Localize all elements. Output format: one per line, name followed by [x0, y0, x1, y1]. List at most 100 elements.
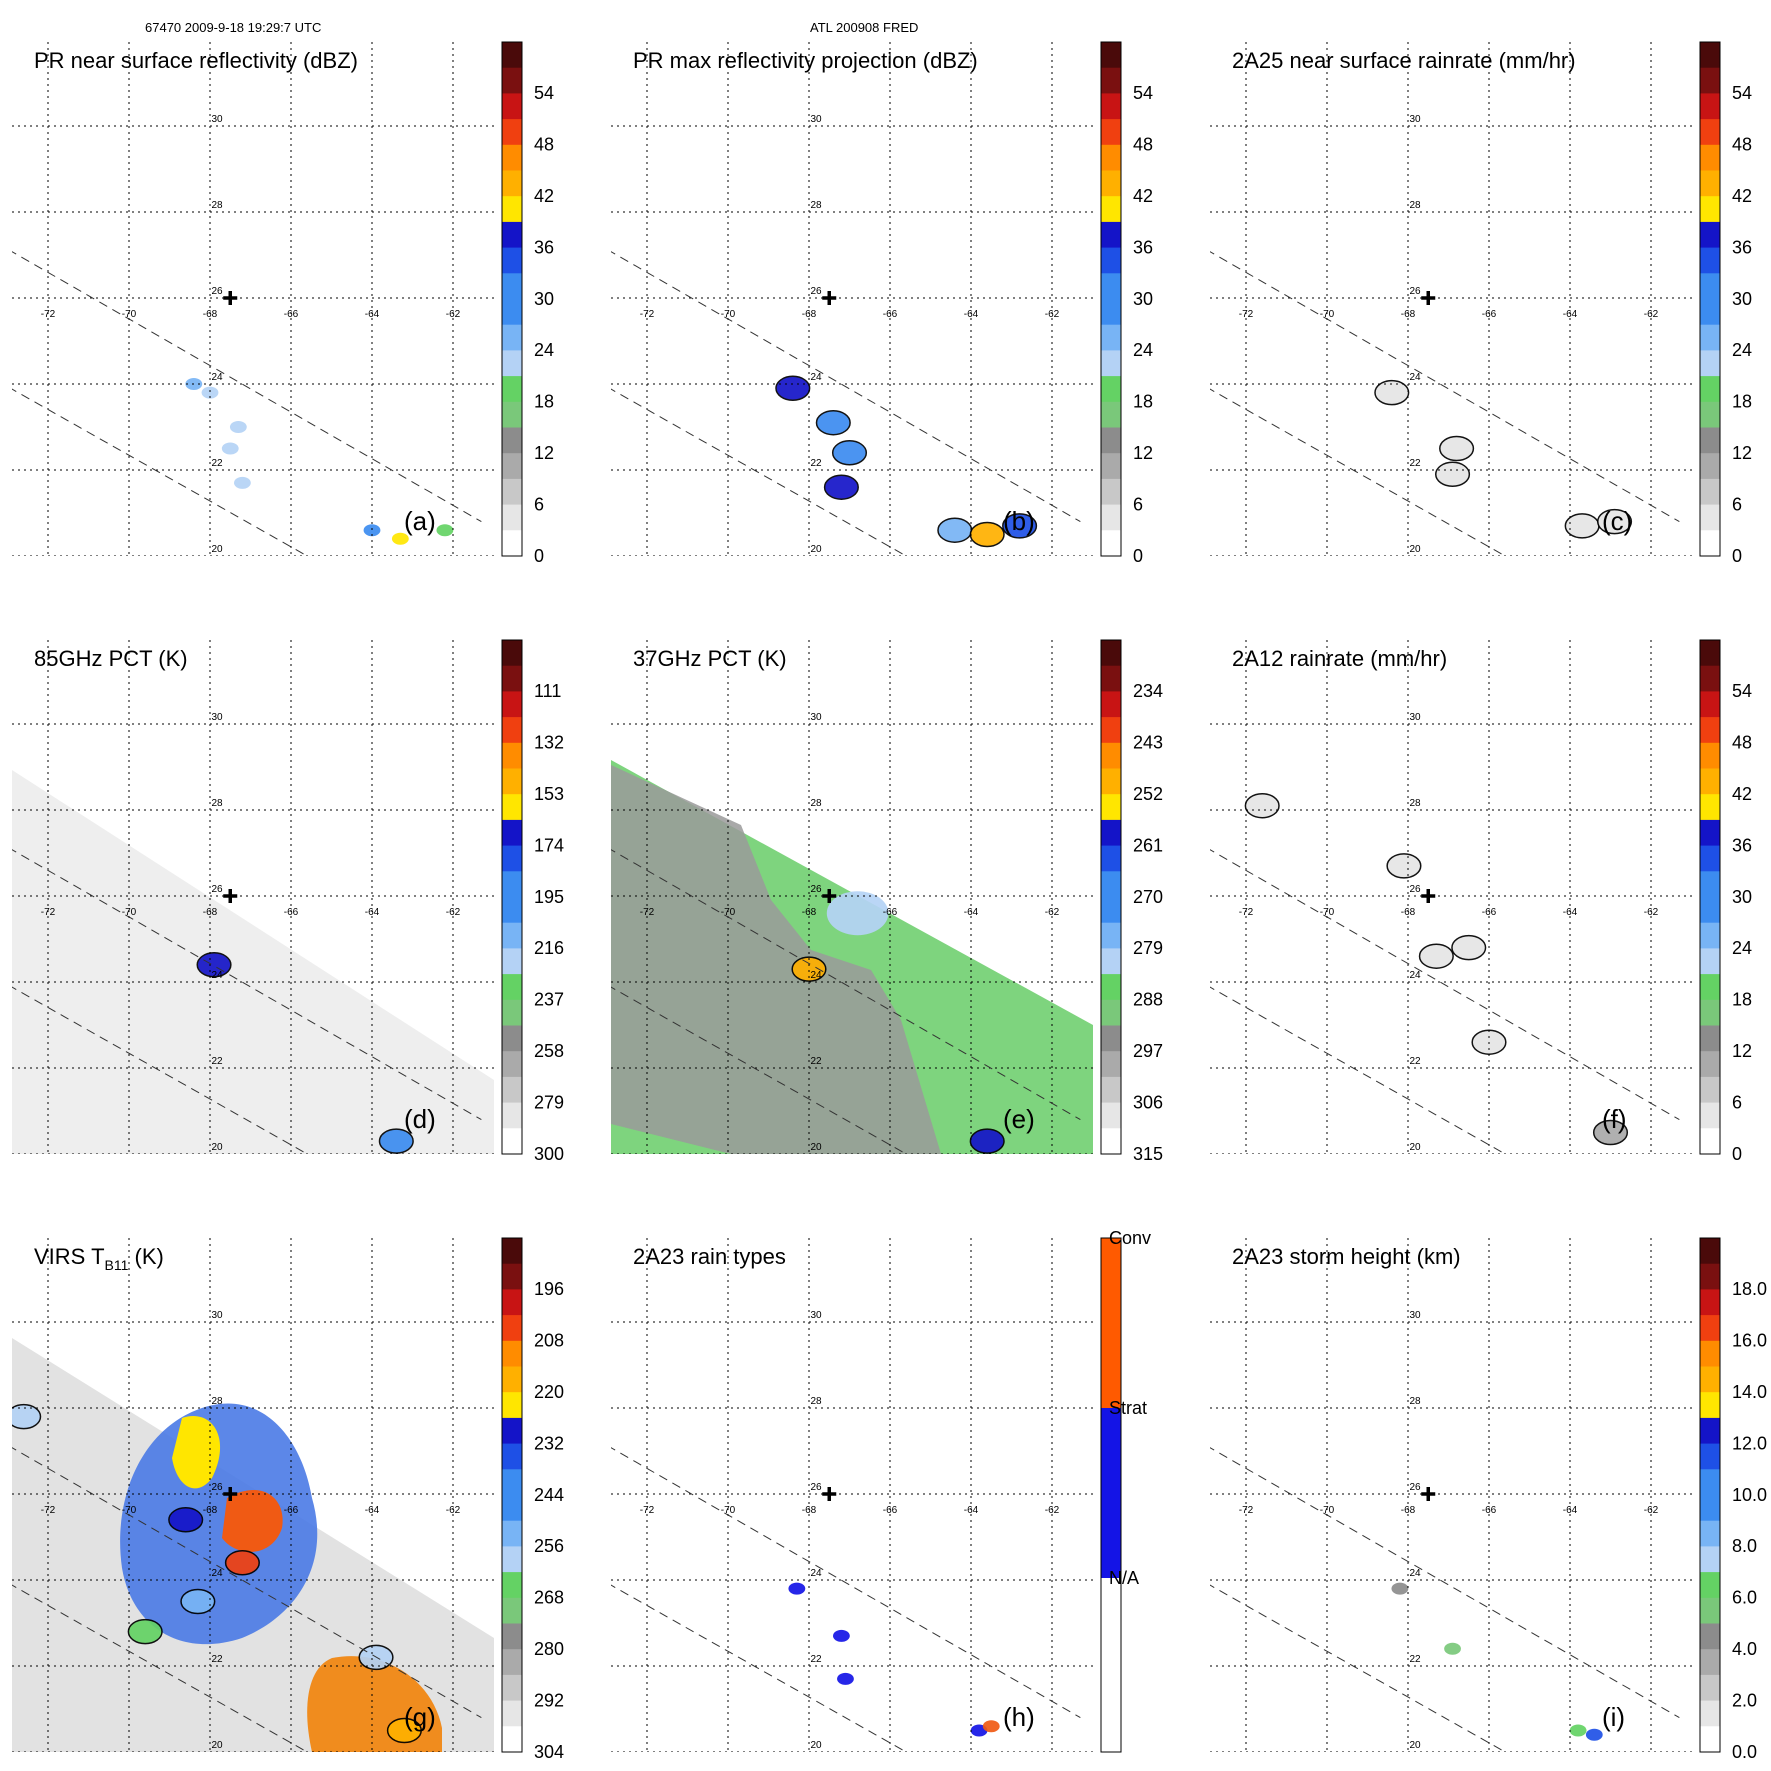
- colorbar-segment: [1700, 144, 1720, 171]
- lon-tick-label: -72: [640, 309, 655, 320]
- colorbar-tick-label: 234: [1133, 681, 1163, 701]
- lat-tick-label: 30: [1409, 114, 1421, 125]
- colorbar-segment: [1700, 1238, 1720, 1265]
- panel-f-label: (f): [1602, 1104, 1627, 1134]
- colorbar-segment: [502, 1238, 522, 1265]
- lat-tick-label: 28: [211, 798, 223, 809]
- colorbar-tick-label: 14.0: [1732, 1382, 1767, 1402]
- rain-cell-c-1: [1439, 435, 1475, 462]
- lat-tick-label: 24: [1409, 1568, 1421, 1579]
- colorbar-tick-label: 306: [1133, 1093, 1163, 1113]
- colorbar-segment: [1101, 427, 1121, 454]
- lat-tick-label: 22: [1409, 458, 1421, 469]
- rain-cell-b-1: [815, 409, 851, 436]
- lon-tick-label: -72: [41, 309, 56, 320]
- colorbar-segment: [1700, 1443, 1720, 1470]
- colorbar-segment: [1101, 742, 1121, 769]
- colorbar-segment: [1101, 1076, 1121, 1104]
- colorbar-segment: [1101, 717, 1121, 744]
- rain-cell-f-2: [1418, 943, 1454, 969]
- colorbar-segment: [502, 478, 522, 506]
- lon-tick-label: -64: [365, 309, 380, 320]
- colorbar-segment: [502, 794, 522, 821]
- colorbar-g: 196 208 220 232 244 256 268 280 292 304: [501, 1237, 564, 1762]
- lon-tick-label: -64: [365, 1505, 380, 1516]
- colorbar-segment: [502, 819, 522, 847]
- colorbar-c: 54 48 42 36 30 24 18 12 6 0: [1699, 41, 1752, 566]
- lat-tick-label: 24: [810, 372, 822, 383]
- colorbar-segment: [502, 640, 522, 667]
- lat-tick-label: 30: [810, 712, 822, 723]
- colorbar-tick-label: 36: [1732, 237, 1752, 257]
- colorbar-frame: [501, 1237, 523, 1753]
- colorbar-segment: [1700, 170, 1720, 197]
- lon-tick-label: -68: [802, 1505, 817, 1516]
- colorbar-frame: [501, 639, 523, 1155]
- lat-tick-label: 26: [211, 884, 223, 895]
- rain-cell-g-1: [224, 1550, 260, 1576]
- colorbar-segment: [502, 948, 522, 975]
- colorbar-segment: [1101, 42, 1121, 69]
- colorbar-segment: [1700, 1051, 1720, 1078]
- lat-tick-label: 28: [810, 1396, 822, 1407]
- colorbar-segment: [1700, 1469, 1720, 1496]
- colorbar-segment: [1101, 768, 1121, 795]
- lat-tick-label: 20: [211, 544, 223, 555]
- colorbar-tick-label: 256: [534, 1536, 564, 1556]
- lat-tick-label: 30: [211, 114, 223, 125]
- lon-tick-label: -64: [964, 309, 979, 320]
- rain-cell-g-3: [127, 1618, 163, 1645]
- lat-tick-label: 26: [1409, 884, 1421, 895]
- rain-cell-b-4: [937, 517, 973, 543]
- colorbar-segment: [1700, 768, 1720, 795]
- colorbar-segment: [1700, 1366, 1720, 1393]
- lon-tick-label: -72: [41, 907, 56, 918]
- lon-tick-label: -72: [640, 907, 655, 918]
- colorbar-segment: [1101, 196, 1121, 223]
- colorbar-segment: [1700, 922, 1720, 949]
- lon-tick-label: -64: [1563, 1505, 1578, 1516]
- colorbar-segment: [502, 427, 522, 454]
- lat-tick-label: 30: [810, 114, 822, 125]
- lat-tick-label: 26: [810, 1482, 822, 1493]
- lon-tick-label: -66: [284, 907, 299, 918]
- rain-cell-a-1: [201, 386, 219, 399]
- colorbar-segment: [502, 999, 522, 1026]
- lon-tick-label: -70: [1320, 907, 1335, 918]
- colorbar-segment: [502, 1495, 522, 1522]
- colorbar-tick-label: 268: [534, 1588, 564, 1608]
- rain-cell-f-1: [1386, 853, 1422, 879]
- lon-tick-label: -68: [802, 309, 817, 320]
- colorbar-frame: [501, 41, 523, 557]
- colorbar-tick-label: 36: [1732, 835, 1752, 855]
- colorbar-segment: [1700, 717, 1720, 744]
- lon-tick-label: -62: [446, 907, 461, 918]
- colorbar-segment: [1700, 1649, 1720, 1676]
- lon-tick-label: -66: [284, 309, 299, 320]
- colorbar-segment: [1101, 350, 1121, 377]
- colorbar-segment: [502, 1700, 522, 1727]
- colorbar-segment: [1101, 247, 1121, 274]
- panel-i-label: (i): [1602, 1702, 1625, 1732]
- colorbar-tick-label: 252: [1133, 784, 1163, 804]
- rain-cell-f-3: [1451, 934, 1487, 961]
- colorbar-frame: [1100, 639, 1122, 1155]
- colorbar-tick-label: 42: [1732, 186, 1752, 206]
- colorbar-tick-label: 12: [534, 443, 554, 463]
- colorbar-segment: [1101, 794, 1121, 821]
- colorbar-segment: [502, 1289, 522, 1316]
- rain-cell-a-3: [221, 442, 239, 455]
- panel-c: -72 -70 -68 -66 -64 -62 20 22 24 26 28 30 2A25 near …: [1210, 42, 1692, 556]
- colorbar-segment: [1700, 1025, 1720, 1052]
- panel-g-plot-area: -72 -70 -68 -66 -64 -62 20 22 24 26 28 30: [12, 1238, 494, 1752]
- colorbar-tick-label: 42: [1133, 186, 1153, 206]
- panel-g-cold-top-2: [222, 1489, 283, 1552]
- lon-tick-label: -68: [1401, 309, 1416, 320]
- colorbar-segment: [502, 922, 522, 949]
- colorbar-tick-label: 36: [1133, 237, 1153, 257]
- storm-center-marker: [223, 1487, 238, 1501]
- lat-tick-label: 24: [211, 970, 223, 981]
- lon-tick-label: -70: [721, 1505, 736, 1516]
- colorbar-segment: [1700, 42, 1720, 69]
